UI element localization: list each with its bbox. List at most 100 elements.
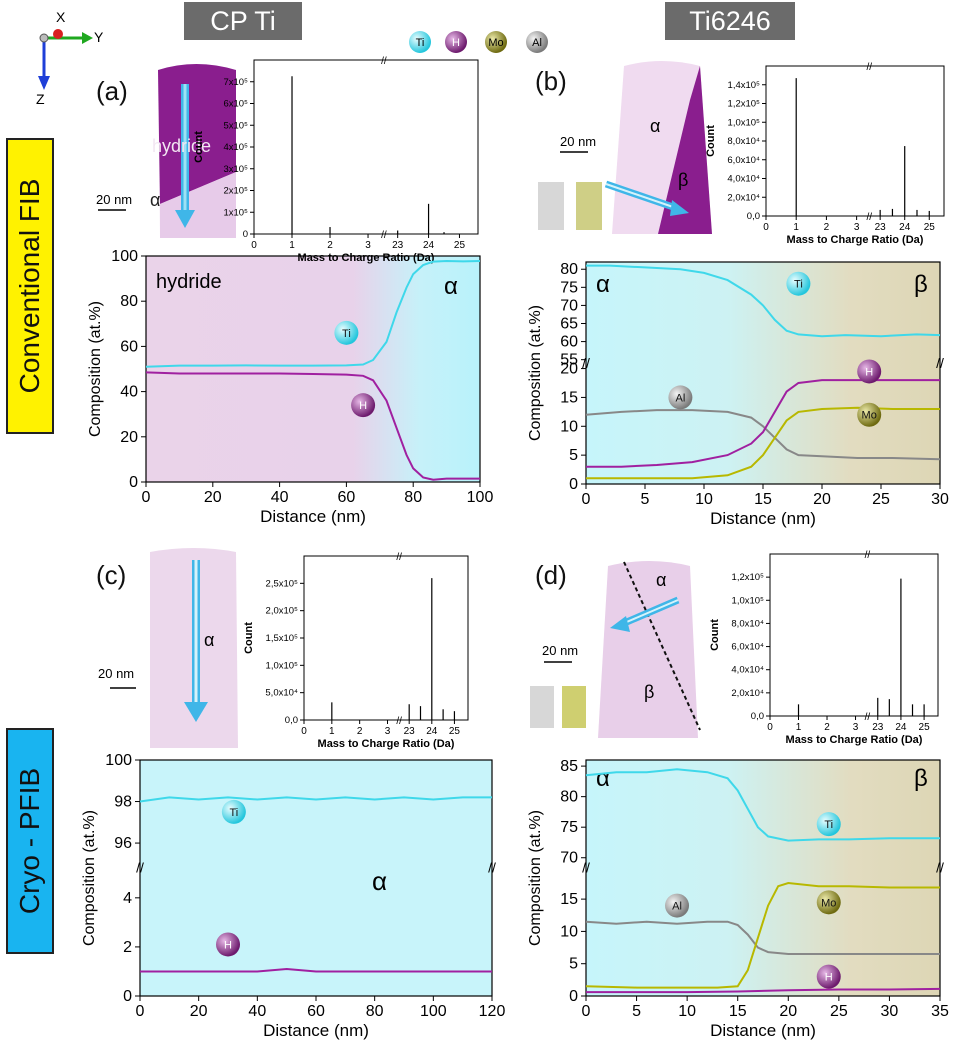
b-mass-ytick-label: 1,2x10⁵: [728, 99, 761, 110]
legend-ti-label: Ti: [416, 37, 425, 49]
b-profile-xtick-label: 10: [695, 491, 713, 508]
c-mass-ytick-label: 0,0: [285, 715, 298, 726]
a-profile-label-ti-ball-icon: [334, 320, 359, 345]
panel-letter-c: (c): [96, 560, 127, 590]
d-profile-ytick-label: 0: [569, 988, 578, 1005]
legend-al-ball-icon: [526, 31, 548, 53]
profile-c-background: [140, 760, 492, 996]
b-mass-xtick-label: 23: [875, 222, 887, 233]
c-profile-ytick-label: 96: [114, 835, 132, 852]
b-profile-xtick-label: 30: [931, 491, 949, 508]
reconstruction-c: α 20 nm: [98, 548, 238, 748]
b-mass-ytick-label: 6,0x10⁴: [727, 155, 760, 166]
d-mass-xtick-label: 25: [919, 722, 931, 733]
a-mass-axis-break-top: //: [381, 56, 387, 67]
profile-arrowhead-a-icon: [175, 210, 195, 228]
d-profile-ytick-label: 5: [569, 956, 578, 973]
a-mass-ytick-label: 7x10⁵: [223, 77, 248, 88]
c-profile-ytick-label: 0: [123, 988, 132, 1005]
x-axis-label: X: [56, 9, 66, 25]
interface-line-d: [623, 561, 701, 731]
d-profile-series-ti: [585, 768, 940, 842]
tip-b-label-alpha: α: [650, 116, 660, 136]
b-profile-xtick-label: 0: [582, 491, 591, 508]
c-profile-xtick-label: 80: [366, 1003, 384, 1020]
axes-indicator: X Y Z: [36, 9, 104, 107]
d-profile-xtick-label: 35: [931, 1003, 949, 1020]
c-profile-ytick-label: 98: [114, 794, 132, 811]
b-mass-ytick-label: 4,0x10⁴: [727, 174, 760, 185]
b-profile-ytick-label: 80: [560, 261, 578, 278]
c-profile-xtick-label: 60: [307, 1003, 325, 1020]
b-profile-xtick-label: 25: [872, 491, 890, 508]
scale-label-a: 20 nm: [96, 192, 132, 207]
a-profile-xtick-label: 100: [467, 489, 494, 506]
d-mass-ytick-label: 6,0x10⁴: [731, 642, 764, 653]
a-mass-ytick-label: 1x10⁵: [223, 207, 248, 218]
legend-ti-ball-icon: [409, 31, 431, 53]
tip-b-label-beta: β: [678, 170, 688, 190]
d-mass-frame: [769, 553, 939, 717]
d-mass-xtick-label: 24: [895, 722, 907, 733]
c-mass-ytick-label: 5,0x10⁴: [265, 688, 298, 699]
b-profile-label-ti: Ti: [794, 279, 803, 291]
b-profile-ytick-label: 10: [560, 418, 578, 435]
a-mass-xtick-label: 25: [454, 240, 466, 251]
d-mass-xlabel: Mass to Charge Ratio (Da): [786, 734, 923, 746]
profile-a-background: [146, 256, 480, 482]
x-axis-dot-icon: [53, 29, 63, 39]
a-mass-xtick-label: 3: [365, 240, 371, 251]
c-profile-ytick-label: 4: [123, 890, 132, 907]
a-mass-ytick-label: 0: [243, 229, 248, 240]
d-profile-label-al: Al: [672, 901, 682, 913]
profile-b-label-alpha: α: [596, 271, 610, 298]
legend-al-label: Al: [532, 37, 542, 49]
d-profile-xtick-label: 25: [830, 1003, 848, 1020]
b-profile-series-ti: [586, 264, 941, 338]
a-mass-ylabel: Count: [193, 131, 205, 163]
tip-a-hydride-region: [158, 64, 236, 204]
a-profile-label-h-ball-icon: [351, 393, 376, 418]
d-profile-series-h: [586, 987, 941, 994]
c-mass-axis-break: //: [396, 716, 402, 727]
d-profile-label-al-ball-icon: [665, 893, 690, 918]
a-mass-xtick-label: 24: [423, 240, 435, 251]
b-mass-xtick-label: 2: [824, 222, 830, 233]
profile-arrowhead-c-icon: [184, 702, 208, 722]
tip-d-mo-map: [562, 686, 586, 728]
c-mass-ytick-label: 2,0x10⁵: [266, 606, 299, 617]
b-profile-label-al: Al: [676, 392, 686, 404]
a-profile-label-h: H: [359, 400, 367, 412]
c-profile-label-h: H: [224, 939, 232, 951]
profile-b-background: [586, 262, 940, 484]
b-profile-label-h-ball-icon: [857, 359, 882, 384]
d-mass-ytick-label: 2,0x10⁴: [731, 688, 764, 699]
element-legend: Ti H Mo Al: [409, 31, 548, 53]
b-profile-ylabel: Composition (at.%): [527, 305, 544, 441]
c-mass-xtick-label: 0: [301, 726, 307, 737]
c-mass-ylabel: Count: [243, 622, 255, 654]
d-profile-ytick-label: 75: [560, 819, 578, 836]
row-label-cryo-pfib: Cryo - PFIB: [6, 728, 54, 954]
a-profile-xtick-label: 60: [338, 489, 356, 506]
d-profile-ytick-label: 80: [560, 789, 578, 806]
b-mass-ytick-label: 0,0: [747, 211, 760, 222]
c-mass-xlabel: Mass to Charge Ratio (Da): [318, 738, 455, 750]
d-mass-xtick-label: 2: [824, 722, 830, 733]
c-mass-xtick-label: 25: [449, 726, 461, 737]
c-mass-ytick-label: 2,5x10⁵: [266, 578, 299, 589]
legend-h-label: H: [452, 37, 460, 49]
profile-d-label-beta: β: [914, 765, 928, 792]
d-mass-ylabel: Count: [709, 619, 721, 651]
profile-arrowhead-d-icon: [610, 616, 630, 632]
profile-d-background: [586, 760, 940, 996]
a-mass-ytick-label: 4x10⁵: [223, 142, 248, 153]
c-profile-label-h-ball-icon: [216, 932, 240, 957]
tip-b-al-map: [538, 182, 564, 230]
b-mass-xtick-label: 3: [854, 222, 860, 233]
panel-letter-b: (b): [535, 66, 567, 96]
c-profile-ytick-label: 100: [105, 752, 132, 769]
origin-icon: [39, 33, 49, 43]
a-mass-frame: [253, 59, 479, 235]
profile-d-label-alpha: α: [596, 765, 610, 792]
